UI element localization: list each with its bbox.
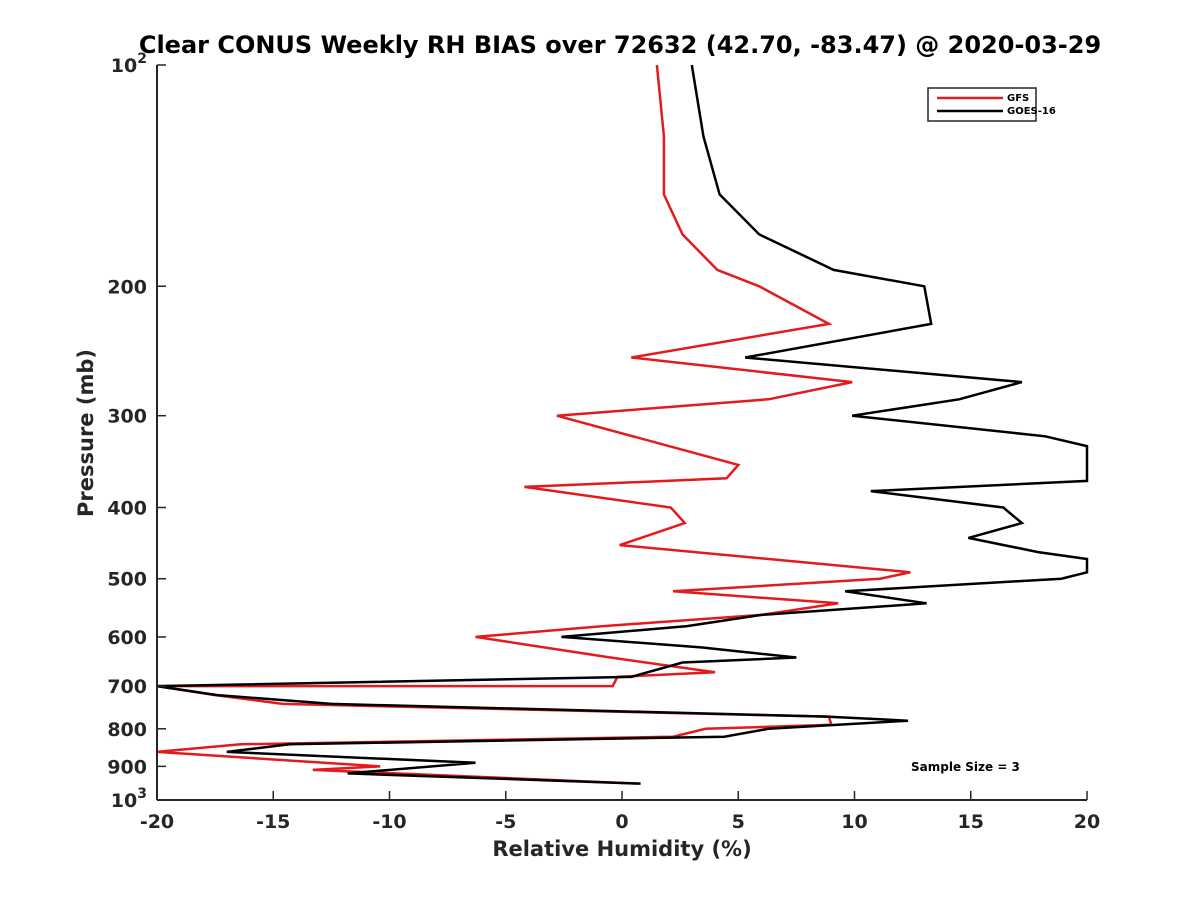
- series-line-gfs: [156, 64, 911, 785]
- x-tick-label: -20: [140, 811, 174, 833]
- series-layer: [156, 64, 1089, 785]
- y-tick-label: 102: [111, 51, 147, 77]
- x-tick-label: 5: [732, 811, 745, 833]
- chart-title: Clear CONUS Weekly RH BIAS over 72632 (4…: [139, 31, 1101, 59]
- y-tick-label: 200: [107, 276, 147, 298]
- x-axis-label: Relative Humidity (%): [492, 837, 751, 861]
- x-tick-label: -15: [256, 811, 290, 833]
- y-tick-label: 500: [107, 569, 147, 591]
- legend: GFS GOES-16: [927, 87, 1056, 122]
- x-tick-label: 20: [1074, 811, 1100, 833]
- ticks-layer: -20 -15 -10 -5 0 5 10 15 20 102 200 300 400 500 600 700…: [107, 51, 1100, 833]
- y-tick-label: 300: [107, 406, 147, 428]
- x-tick-label: -10: [372, 811, 406, 833]
- y-tick-label: 400: [107, 498, 147, 520]
- y-tick-label: 900: [107, 756, 147, 778]
- y-tick-label: 700: [107, 676, 147, 698]
- legend-label-goes16: GOES-16: [1007, 106, 1056, 117]
- series-line-goes-16: [156, 64, 1089, 785]
- legend-label-gfs: GFS: [1007, 93, 1029, 104]
- sample-size-annotation: Sample Size = 3: [911, 760, 1020, 774]
- x-tick-label: 0: [615, 811, 628, 833]
- y-tick-label: 103: [111, 786, 147, 812]
- y-tick-label: 600: [107, 627, 147, 649]
- y-tick-label: 800: [107, 719, 147, 741]
- legend-box: [927, 87, 1037, 122]
- x-tick-label: 15: [958, 811, 984, 833]
- y-axis-label: Pressure (mb): [74, 349, 98, 517]
- x-tick-label: 10: [841, 811, 867, 833]
- x-tick-label: -5: [495, 811, 516, 833]
